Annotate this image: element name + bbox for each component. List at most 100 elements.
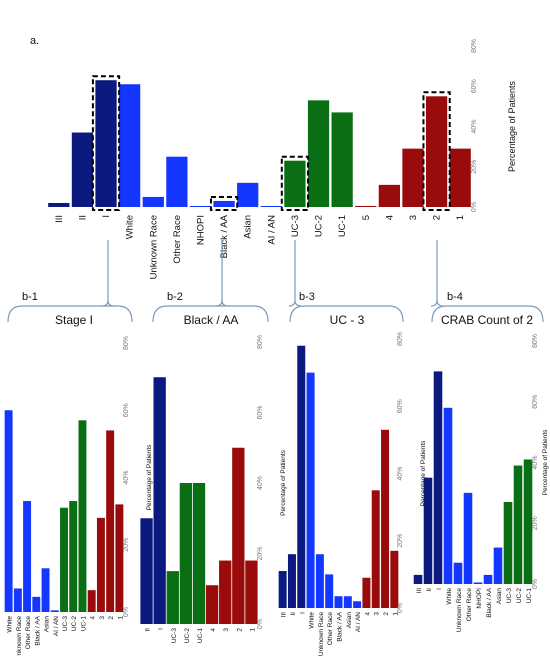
highlight-box-uc-3 xyxy=(280,155,310,212)
category-label-b-4-white: White xyxy=(446,588,453,605)
bar-b-3-ii xyxy=(287,554,296,608)
bar-b-2-uc-2 xyxy=(179,483,193,624)
category-label-b-1-3: 3 xyxy=(99,616,106,620)
bar-b-4-uc-1 xyxy=(523,459,533,584)
y-tick-label-b-1-0: 0% xyxy=(123,607,130,617)
category-label-b-3-unknown-race: Unknown Race xyxy=(318,612,325,656)
bar-a-ai-an xyxy=(260,205,282,207)
y-tick-label-b-3-2: 40% xyxy=(397,466,404,480)
category-label-b-1-uc-2: UC-2 xyxy=(71,616,78,632)
y-axis-label-b-3: Percentage of Patients xyxy=(420,440,427,507)
bracket-b-1 xyxy=(7,240,133,323)
bar-a-nhopi xyxy=(189,205,212,207)
bar-b-3-white xyxy=(306,372,315,609)
bar-b-2-uc-3 xyxy=(166,571,179,625)
y-tick-label-a-3: 60% xyxy=(471,79,478,93)
category-label-b-4-black-aa: Black / AA xyxy=(486,587,493,617)
category-label-b-3-3: 3 xyxy=(374,612,381,616)
category-label-a-ii: II xyxy=(77,215,88,220)
category-label-b-4-uc-2: UC-2 xyxy=(516,588,523,604)
panel-a-label: a. xyxy=(30,35,39,47)
bar-b-1-4 xyxy=(87,590,96,612)
bar-b-1-uc-1 xyxy=(78,420,87,612)
subpanel-label-b-3: b-3 xyxy=(299,291,315,303)
category-label-b-1-unknown-race: Unknown Race xyxy=(16,616,23,656)
y-axis-label-b-2: Percentage of Patients xyxy=(280,449,287,516)
bar-b-3-other-race xyxy=(325,574,334,609)
category-label-a-ai-an: AI / AN xyxy=(266,215,277,245)
category-label-a-3: 3 xyxy=(408,215,419,220)
category-label-b-1-asian: Asian xyxy=(44,616,51,633)
category-label-b-1-other-race: Other Race xyxy=(25,616,32,650)
bar-b-3-2 xyxy=(381,429,390,608)
bracket-layer xyxy=(7,240,544,323)
category-label-b-4-unknown-race: Unknown Race xyxy=(456,588,463,632)
subpanel-title-b-2: Black / AA xyxy=(184,313,239,327)
category-label-b-1-4: 4 xyxy=(90,616,97,620)
bar-a-uc-1 xyxy=(331,112,353,207)
category-label-b-3-other-race: Other Race xyxy=(327,612,334,646)
category-label-b-2-uc-2: UC-2 xyxy=(184,628,191,644)
bar-b-4-unknown-race xyxy=(453,562,463,584)
category-label-b-3-4: 4 xyxy=(364,612,371,616)
chart-a: III II I White Unknown Race Other Race NHOPI Bl… xyxy=(48,39,517,279)
bar-b-4-ii xyxy=(423,477,433,584)
category-label-b-3-iii: III xyxy=(281,612,288,618)
subpanel-label-b-1: b-1 xyxy=(22,291,38,303)
bracket-tip-b-4 xyxy=(430,299,444,307)
category-label-b-4-uc-1: UC-1 xyxy=(526,588,533,604)
bar-a-3 xyxy=(402,148,424,207)
category-label-a-asian: Asian xyxy=(243,215,254,239)
category-label-a-nhopi: NHOPI xyxy=(195,215,206,245)
category-label-b-1-uc-1: UC-1 xyxy=(80,616,87,632)
category-label-b-3-black-aa: Black / AA xyxy=(337,611,344,641)
bar-b-3-black-aa xyxy=(334,596,343,608)
category-label-a-i: I xyxy=(101,215,112,218)
bar-b-3-unknown-race xyxy=(315,554,324,608)
category-label-b-4-i: I xyxy=(436,588,443,590)
y-tick-label-b-4-1: 20% xyxy=(532,516,539,530)
bar-b-4-black-aa xyxy=(483,574,493,584)
category-label-a-uc-2: UC-2 xyxy=(314,215,325,237)
category-label-a-white: White xyxy=(125,215,136,239)
category-label-b-2-4: 4 xyxy=(210,628,217,632)
category-label-a-uc-3: UC-3 xyxy=(290,215,301,237)
bar-b-1-1 xyxy=(115,504,124,612)
bar-b-4-asian xyxy=(493,547,503,584)
category-label-b-4-ii: II xyxy=(426,588,433,592)
y-tick-label-b-1-2: 40% xyxy=(123,470,130,484)
bar-a-4 xyxy=(378,184,400,207)
bar-a-other-race xyxy=(166,156,188,207)
category-label-b-1-white: White xyxy=(7,616,14,633)
category-label-b-3-i: I xyxy=(299,612,306,614)
y-tick-label-b-3-3: 60% xyxy=(397,399,404,413)
bar-b-2-1 xyxy=(245,560,258,624)
bar-b-1-other-race xyxy=(23,501,32,612)
y-tick-label-a-4: 80% xyxy=(471,39,478,53)
bar-a-1 xyxy=(449,148,471,207)
bar-b-4-nhopi xyxy=(473,582,483,584)
bar-a-asian xyxy=(237,182,259,207)
bar-b-4-other-race xyxy=(463,492,473,585)
category-label-b-3-2: 2 xyxy=(383,612,390,616)
bar-b-3-ai-an xyxy=(353,601,362,608)
chart-b-1: White Unknown Race Other Race Black / AA Asi… xyxy=(4,336,153,660)
bar-b-2-uc-1 xyxy=(192,483,206,624)
category-label-b-2-i: I xyxy=(158,628,165,630)
category-label-a-4: 4 xyxy=(384,215,395,220)
category-label-b-2-1: 1 xyxy=(249,628,256,632)
y-tick-label-b-3-4: 80% xyxy=(397,332,404,346)
y-tick-label-b-1-3: 60% xyxy=(123,403,130,417)
category-label-b-3-white: White xyxy=(309,612,316,629)
bracket-b-2 xyxy=(152,240,269,323)
y-tick-label-a-0: 0% xyxy=(471,202,478,212)
y-tick-label-b-2-0: 0% xyxy=(257,619,264,629)
bar-b-1-uc-2 xyxy=(69,501,78,612)
category-label-b-1-1: 1 xyxy=(117,616,124,620)
bar-b-3-asian xyxy=(343,596,352,608)
bar-b-1-black-aa xyxy=(32,596,41,612)
y-axis-label-b-4: Percentage of Patients xyxy=(542,429,549,496)
bar-b-1-3 xyxy=(96,517,105,612)
y-tick-label-a-1: 20% xyxy=(471,160,478,174)
